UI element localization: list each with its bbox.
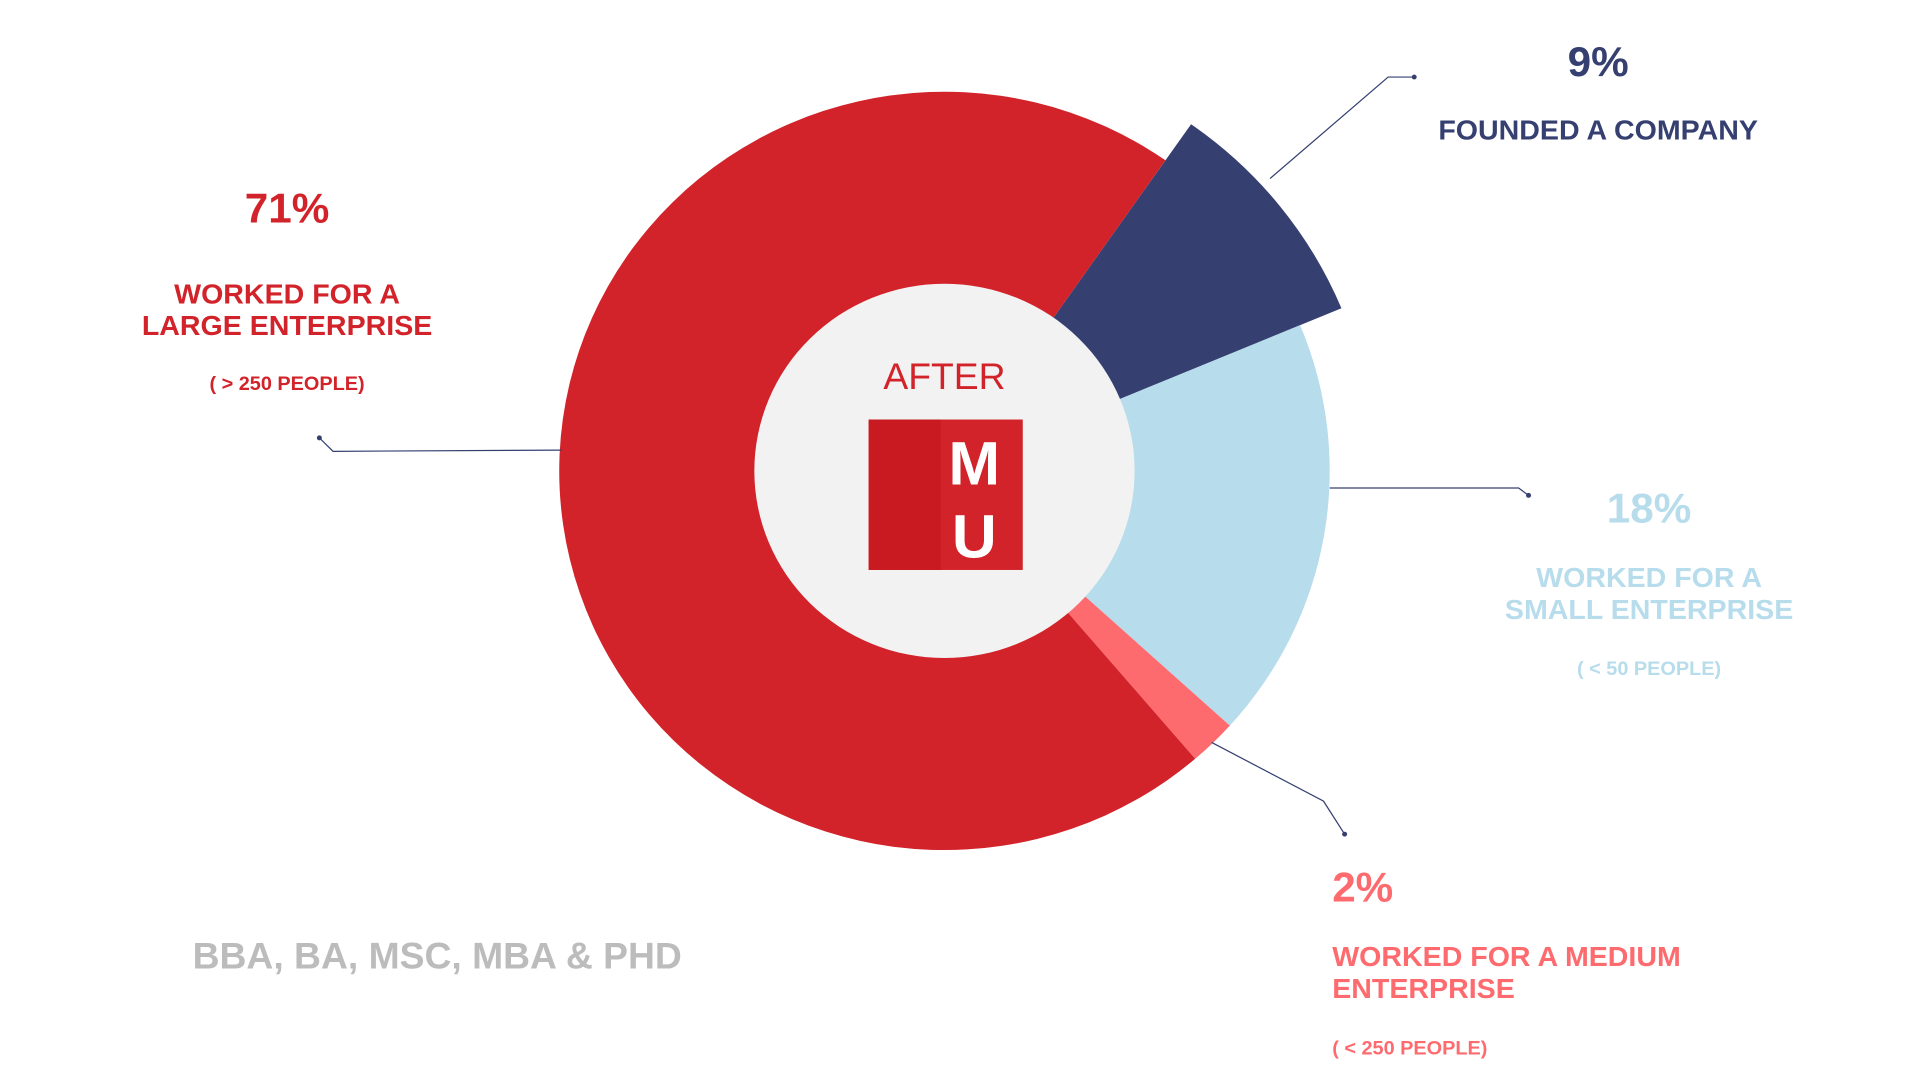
percent-label: 9% (1568, 38, 1629, 85)
leader-dot (316, 435, 322, 441)
leader-dot (1526, 492, 1532, 498)
note-label: ( > 250 PEOPLE) (209, 373, 364, 395)
leader-line (1269, 76, 1415, 180)
footer: BBA, BA, MSC, MBA & PHD (193, 936, 682, 977)
logo-shade (868, 419, 941, 570)
leader-dot (1411, 74, 1417, 80)
note-label: ( < 250 PEOPLE) (1332, 1037, 1487, 1059)
leader-line (1329, 487, 1529, 496)
note-label: ( < 50 PEOPLE) (1577, 658, 1721, 680)
category-label: WORKED FOR A SMALL ENTERPRISE (1505, 562, 1793, 626)
leader-line (1211, 741, 1346, 835)
logo-letter: U (952, 503, 997, 571)
pie-slice (944, 325, 1330, 726)
leader-dot (1342, 831, 1348, 837)
logo-letter: M (948, 430, 1000, 498)
category-label: WORKED FOR A LARGE ENTERPRISE (142, 279, 432, 343)
percent-label: 2% (1332, 864, 1393, 911)
percent-label: 18% (1607, 485, 1692, 532)
percent-label: 71% (245, 185, 330, 232)
category-label: WORKED FOR A MEDIUM ENTERPRISE (1332, 941, 1681, 1005)
leader-dots (316, 74, 1532, 837)
leader-line (318, 437, 562, 452)
center-label: AFTER (883, 356, 1005, 397)
category-label: FOUNDED A COMPANY (1438, 115, 1758, 147)
leader-lines (318, 76, 1529, 835)
